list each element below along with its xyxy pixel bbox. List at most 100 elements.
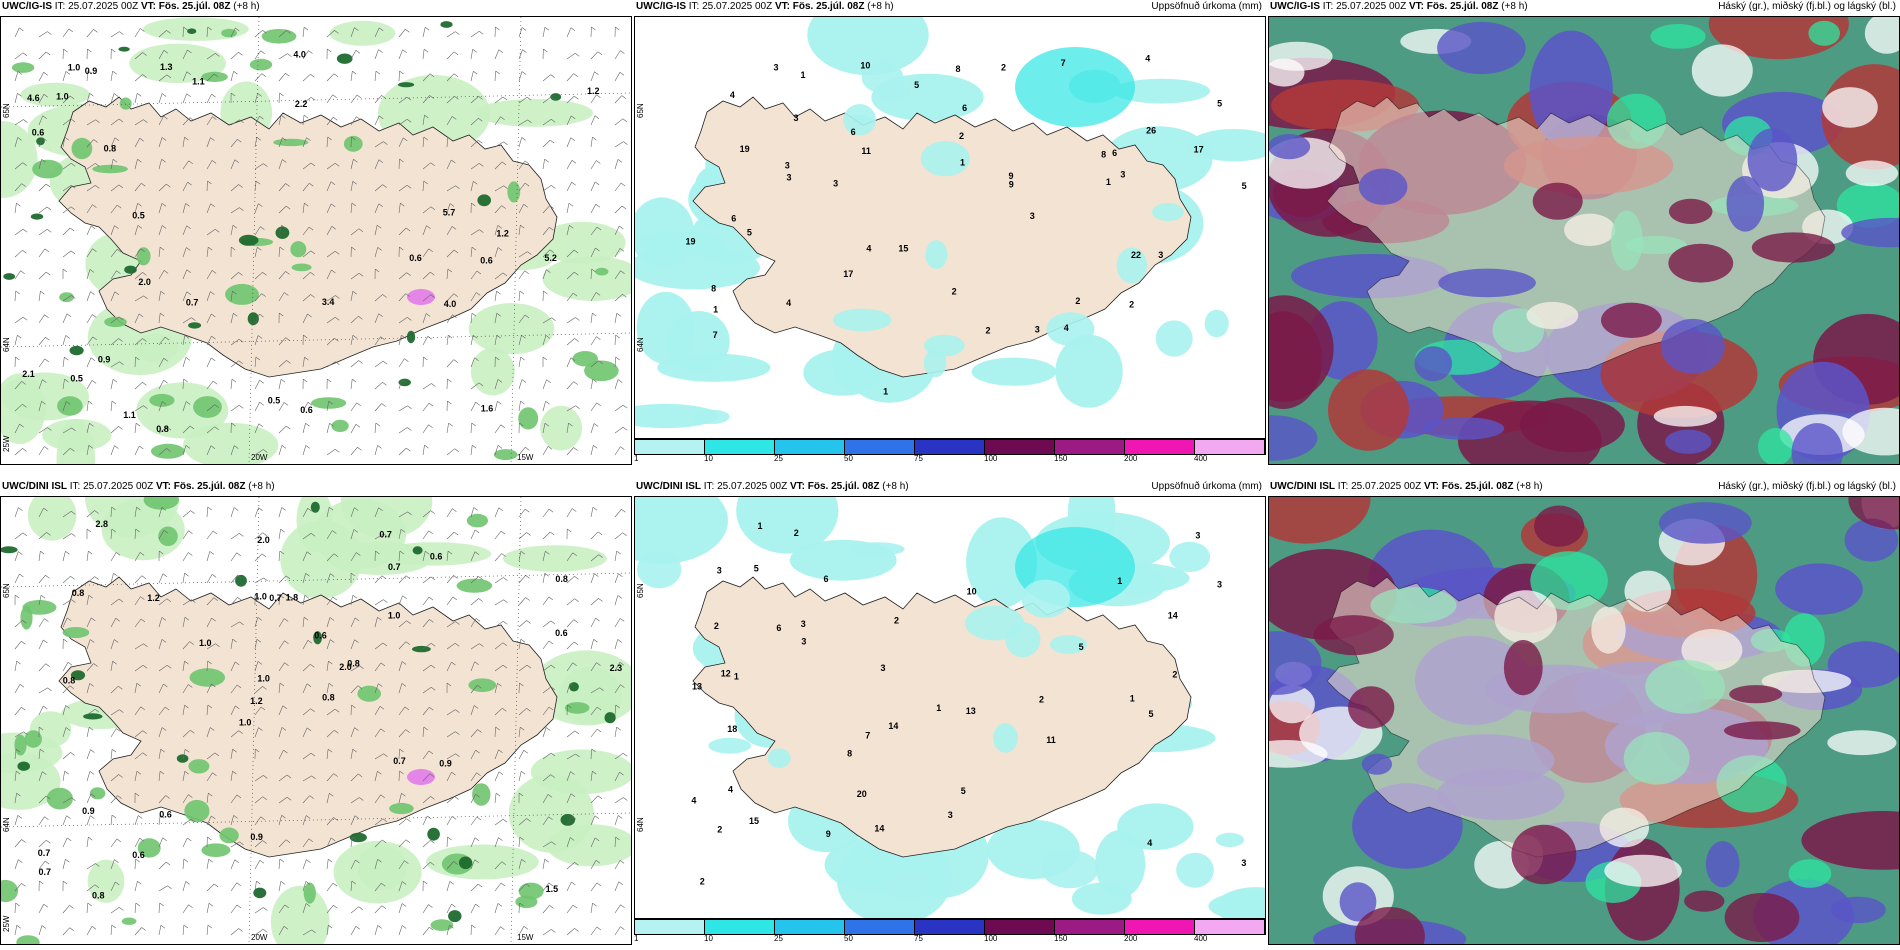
value-label: 0.8 xyxy=(63,676,76,686)
value-label: 0.7 xyxy=(186,298,199,308)
map-area[interactable] xyxy=(1268,16,1900,465)
value-label: 0.6 xyxy=(409,253,422,263)
value-label: 14 xyxy=(888,721,898,731)
value-label: 1 xyxy=(883,386,888,396)
legend-swatch xyxy=(845,920,915,934)
map-area[interactable]: 0.7 2.0 0.6 0.7 1.8 0.7 0.8 2.8 1.5 0.8 0.8 1.0 1.0 0… xyxy=(0,496,632,945)
value-label: 4.0 xyxy=(444,299,457,309)
value-label: 1 xyxy=(1117,576,1122,586)
value-label: 5 xyxy=(1242,181,1247,191)
map-panel: UWC/DINI ISL IT: 25.07.2025 00Z VT: Fös.… xyxy=(1268,480,1900,945)
lon-label-15w: 15W xyxy=(517,453,534,462)
value-label: 13 xyxy=(966,706,976,716)
wind-barbs xyxy=(14,26,628,456)
value-label: 2.1 xyxy=(22,369,35,379)
vt-value: Fös. 25.júl. 08Z xyxy=(807,481,880,492)
lat-label-64n: 64N xyxy=(636,817,645,832)
vt-label: VT: xyxy=(140,1,156,12)
value-label: 3 xyxy=(717,566,722,576)
value-label: 1.8 xyxy=(286,593,299,603)
value-label: 2.3 xyxy=(610,663,623,673)
lead-time: (+8 h) xyxy=(1501,1,1528,12)
value-label: 17 xyxy=(843,269,853,279)
iceland-land xyxy=(1326,576,1826,858)
value-label: 0.8 xyxy=(72,588,85,598)
iceland-land xyxy=(692,576,1192,858)
map-area[interactable]: 3 5 7 6 11 15 26 22 19 17 19 10 8 4 3 2 3 1 1 1 2 2 5 6 8 7 4 3 3 9 5 6… xyxy=(634,16,1266,439)
value-label: 5.7 xyxy=(443,208,456,218)
iceland-land xyxy=(692,96,1192,378)
value-label: 2 xyxy=(714,621,719,631)
legend-swatch xyxy=(775,920,845,934)
it-label: IT: xyxy=(54,1,66,12)
field-description: Háský (gr.), miðský (fj.bl.) og lágský (… xyxy=(1718,481,1896,492)
map-area[interactable]: 7 6 8 4 5 3 14 20 15 12 13 14 18 11 9 2 1 1 1 5 3 2 2 3 5 10 3 14 13… xyxy=(634,496,1266,919)
vt-label: VT: xyxy=(1408,1,1424,12)
value-label: 3 xyxy=(1120,169,1125,179)
value-label: 0.5 xyxy=(268,396,281,406)
value-label: 5.2 xyxy=(544,253,557,263)
value-label: 3 xyxy=(948,810,953,820)
vt-label: VT: xyxy=(789,481,805,492)
map-area[interactable]: 0.5 0.5 1.2 0.6 0.6 0.6 0.9 0.8 1.1 0.6 1.3 0.9 0.8 4… xyxy=(0,16,632,465)
lat-label-64n: 64N xyxy=(2,817,11,832)
panel-title: UWC/DINI ISL IT: 25.07.2025 00Z VT: Fös.… xyxy=(636,480,1262,494)
value-label: 1 xyxy=(758,521,763,531)
model-name: UWC/DINI ISL xyxy=(2,481,67,492)
wind-barbs xyxy=(14,506,628,936)
value-label: 17 xyxy=(1194,145,1204,155)
value-label: 6 xyxy=(851,127,856,137)
legend-tick: 200 xyxy=(1124,934,1138,943)
vt-value: Fös. 25.júl. 08Z xyxy=(158,1,231,12)
value-label: 0.8 xyxy=(104,144,117,154)
legend-tick: 400 xyxy=(1194,934,1208,943)
value-label: 0.7 xyxy=(388,562,401,572)
vt-value: Fös. 25.júl. 08Z xyxy=(173,481,246,492)
lon-label-15w: 15W xyxy=(517,933,534,942)
value-label: 0.8 xyxy=(92,890,105,900)
value-label: 11 xyxy=(1046,735,1056,745)
value-label: 1.2 xyxy=(250,696,263,706)
value-label: 0.6 xyxy=(132,850,145,860)
value-label: 0.6 xyxy=(555,628,568,638)
value-label: 3 xyxy=(1195,531,1200,541)
it-label: IT: xyxy=(1337,481,1349,492)
lon-label-20w: 20W xyxy=(251,453,268,462)
panel-title: UWC/IG-IS IT: 25.07.2025 00Z VT: Fös. 25… xyxy=(2,0,628,14)
value-label: 2 xyxy=(700,876,705,886)
value-label: 1.0 xyxy=(56,92,69,102)
vt-value: Fös. 25.júl. 08Z xyxy=(1426,1,1499,12)
model-name: UWC/DINI ISL xyxy=(636,481,701,492)
value-label: 0.5 xyxy=(132,211,145,221)
value-label: 2 xyxy=(959,131,964,141)
model-name: UWC/IG-IS xyxy=(1270,1,1320,12)
value-label: 4 xyxy=(728,785,733,795)
value-label: 14 xyxy=(874,824,884,834)
model-name: UWC/IG-IS xyxy=(636,1,686,12)
it-value: 25.07.2025 00Z xyxy=(702,1,773,12)
it-label: IT: xyxy=(688,1,700,12)
value-label: 5 xyxy=(1217,98,1222,108)
legend-swatch xyxy=(1055,920,1125,934)
lat-label-65n: 65N xyxy=(2,103,11,118)
value-label: 0.6 xyxy=(314,630,327,640)
it-value: 25.07.2025 00Z xyxy=(68,1,139,12)
value-label: 2 xyxy=(952,287,957,297)
map-panel: UWC/DINI ISL IT: 25.07.2025 00Z VT: Fös.… xyxy=(634,480,1266,945)
lead-time: (+8 h) xyxy=(867,1,894,12)
value-label: 3 xyxy=(833,179,838,189)
value-label: 9 xyxy=(1009,180,1014,190)
lead-time: (+8 h) xyxy=(248,481,275,492)
value-label: 0.7 xyxy=(393,756,406,766)
panel-title: UWC/DINI ISL IT: 25.07.2025 00Z VT: Fös.… xyxy=(2,480,628,494)
value-label: 2 xyxy=(1001,62,1006,72)
value-label: 4.6 xyxy=(27,93,40,103)
value-label: 3 xyxy=(774,63,779,73)
value-label: 1.1 xyxy=(192,77,205,87)
legend-tick: 1 xyxy=(634,454,639,463)
value-label: 1.1 xyxy=(123,410,136,420)
map-area[interactable] xyxy=(1268,496,1900,945)
it-value: 25.07.2025 00Z xyxy=(83,481,154,492)
value-label: 4 xyxy=(786,298,791,308)
value-label: 0.7 xyxy=(269,593,282,603)
